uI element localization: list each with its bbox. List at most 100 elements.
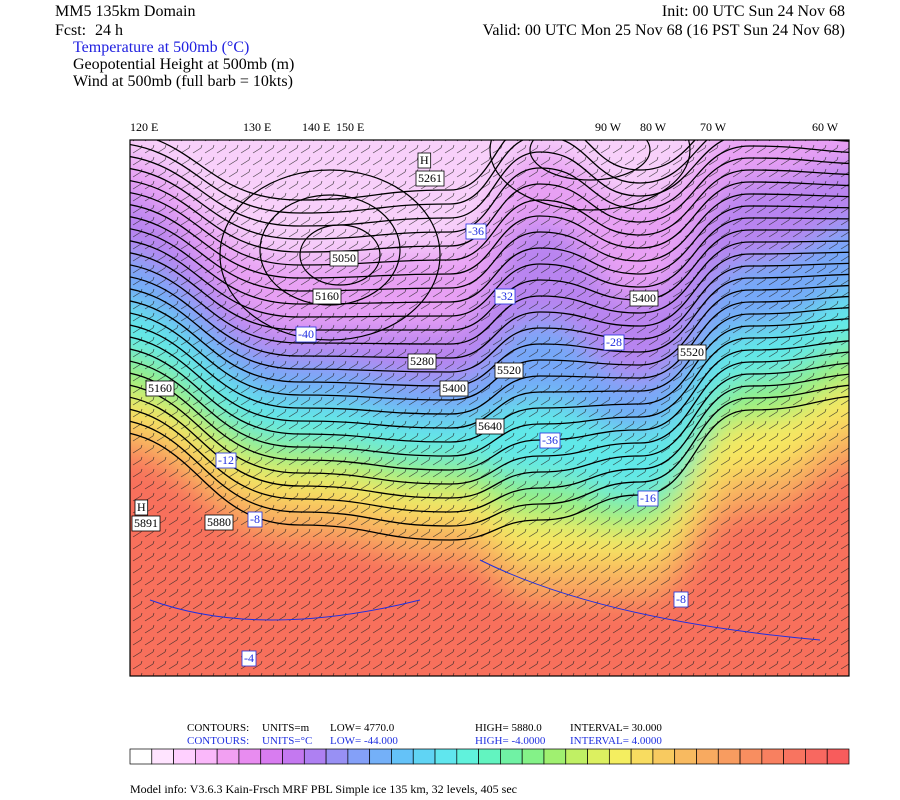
height-contour bbox=[130, 373, 849, 513]
colorbar-cell bbox=[521, 748, 545, 765]
contour-info: CONTOURS: bbox=[187, 735, 249, 747]
longitude-label: 130 E bbox=[243, 120, 271, 134]
height-label: H bbox=[137, 500, 146, 514]
temperature-label: -12 bbox=[218, 453, 234, 467]
map-frame bbox=[129, 139, 850, 677]
temperature-label-box bbox=[603, 334, 625, 351]
colorbar-cell bbox=[369, 748, 392, 765]
wind-barbs bbox=[130, 140, 849, 676]
height-label-box bbox=[677, 344, 707, 361]
height-label: 5880 bbox=[207, 515, 231, 529]
temperature-label: -28 bbox=[606, 335, 622, 349]
valid: Valid: 00 UTC Mon 25 Nov 68 (16 PST Sun … bbox=[483, 22, 845, 39]
colorbar-cell bbox=[565, 748, 588, 765]
colorbar-cell bbox=[543, 748, 567, 765]
colorbar-cell bbox=[238, 748, 262, 765]
colorbar-cell bbox=[456, 748, 479, 765]
height-contour bbox=[130, 384, 849, 527]
contour-info: UNITS=m bbox=[262, 722, 310, 734]
height-contour bbox=[130, 140, 708, 214]
height-contour bbox=[130, 240, 849, 345]
height-label: 5160 bbox=[315, 289, 339, 303]
colorbar-cell bbox=[761, 748, 784, 765]
height-contour bbox=[130, 140, 849, 227]
colorbar-cell bbox=[826, 748, 850, 765]
colorbar-cell bbox=[325, 748, 349, 765]
fcst-value: 24 h bbox=[95, 22, 123, 39]
map bbox=[130, 140, 849, 676]
temperature-label-box bbox=[465, 223, 487, 240]
map-labels: H 5261 5050 5160 5280 5400 5520 5640 5400 5520 516… bbox=[131, 152, 707, 667]
contour-info: LOW= 4770.0 bbox=[330, 722, 395, 734]
contour-info: CONTOURS: UNITS=m LOW= 4770.0 HIGH= 5880.0 I… bbox=[187, 722, 662, 747]
contour-info: HIGH= -4.0000 bbox=[475, 735, 546, 747]
height-contour bbox=[529, 140, 651, 181]
colorbar-cell bbox=[587, 748, 610, 765]
longitude-label: 120 E bbox=[130, 120, 158, 134]
height-contour bbox=[130, 169, 849, 266]
height-contour bbox=[130, 351, 849, 485]
temperature-label: -32 bbox=[497, 289, 513, 303]
longitude-label: 140 E bbox=[302, 120, 330, 134]
field: Geopotential Height at 500mb (m) bbox=[73, 56, 294, 73]
height-label-box bbox=[494, 362, 524, 379]
height-contour bbox=[130, 329, 849, 457]
colorbar-cell bbox=[674, 748, 697, 765]
colorbar-cell bbox=[195, 748, 218, 765]
contour-info: LOW= -44.000 bbox=[330, 735, 398, 747]
colorbar-cell bbox=[151, 748, 174, 765]
init: Init: 00 UTC Sun 24 Nov 68 bbox=[662, 3, 845, 20]
longitude-labels: 120 E 130 E 140 E 150 E 90 W 80 W 70 W 60 W bbox=[130, 120, 839, 134]
height-contour bbox=[130, 262, 849, 373]
colorbar-cell bbox=[129, 748, 153, 765]
colorbar-cell bbox=[608, 748, 632, 765]
height-label-box bbox=[204, 514, 234, 531]
colorbar-cell bbox=[630, 748, 654, 765]
height-label-box bbox=[407, 353, 437, 370]
colorbar-cell bbox=[652, 748, 676, 765]
height-label: 5400 bbox=[442, 381, 466, 395]
temperature-label-box bbox=[673, 591, 689, 608]
field: Wind at 500mb (full barb = 10kts) bbox=[73, 73, 293, 90]
height-label: 5050 bbox=[332, 251, 356, 265]
height-label: 5261 bbox=[418, 171, 442, 185]
temperature-contour bbox=[149, 599, 421, 621]
temperature-label-box bbox=[247, 511, 263, 528]
height-label: H bbox=[420, 153, 429, 167]
height-label: 5280 bbox=[410, 354, 434, 368]
height-label-box bbox=[145, 380, 175, 397]
height-contour bbox=[130, 307, 849, 429]
contour-info: HIGH= 5880.0 bbox=[475, 722, 542, 734]
model-info: Model info: V3.6.3 Kain-Frsch MRF PBL Si… bbox=[130, 782, 517, 796]
colorbar-cell bbox=[260, 748, 283, 765]
colorbar-cell bbox=[216, 748, 240, 765]
colorbar-cell bbox=[173, 748, 196, 765]
height-label-box bbox=[417, 152, 432, 169]
height-label-box bbox=[629, 290, 659, 307]
height-contour bbox=[130, 229, 849, 331]
contour-info: INTERVAL= 4.0000 bbox=[570, 735, 662, 747]
colorbar-cell bbox=[717, 748, 741, 765]
colorbar-cell bbox=[739, 748, 763, 765]
temperature-label: -36 bbox=[468, 224, 484, 238]
domain: MM5 135km Domain bbox=[55, 3, 195, 20]
colorbar bbox=[129, 748, 850, 765]
height-contour bbox=[130, 318, 849, 443]
longitude-label: 80 W bbox=[640, 120, 667, 134]
colorbar-cell bbox=[391, 748, 414, 765]
temperature-contour bbox=[479, 559, 821, 641]
height-contour bbox=[130, 340, 849, 471]
colorbar-cell bbox=[434, 748, 458, 765]
longitude-label: 60 W bbox=[812, 120, 839, 134]
height-label: 5520 bbox=[497, 363, 521, 377]
colorbar-cell bbox=[303, 748, 327, 765]
colorbar-cell bbox=[478, 748, 501, 765]
height-contour bbox=[130, 273, 849, 387]
temperature-label-box bbox=[241, 650, 257, 667]
height-contour bbox=[489, 140, 691, 211]
height-label: 5891 bbox=[134, 516, 158, 530]
height-contour bbox=[130, 295, 849, 415]
contour-info: UNITS=°C bbox=[262, 735, 312, 747]
colorbar-cell bbox=[805, 748, 828, 765]
temperature-label: -36 bbox=[542, 433, 558, 447]
